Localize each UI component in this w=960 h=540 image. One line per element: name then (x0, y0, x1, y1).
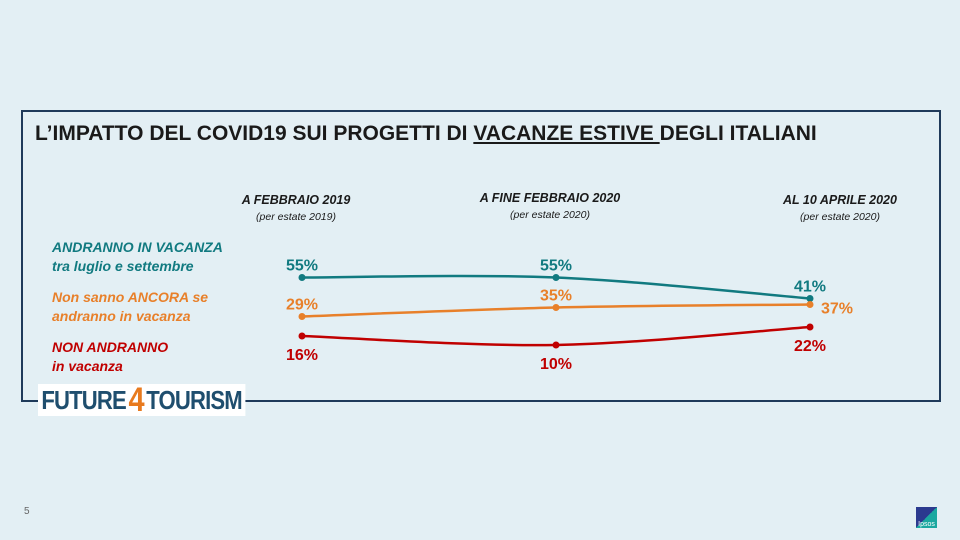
data-point (552, 274, 560, 281)
legend-undecided: Non sanno ANCORA se andranno in vacanza (52, 288, 208, 326)
page-title: L’IMPATTO DEL COVID19 SUI PROGETTI DI VA… (35, 122, 817, 146)
legend-line2: in vacanza (52, 358, 123, 374)
column-label: A FINE FEBBRAIO 2020 (479, 191, 621, 205)
column-label: A FEBBRAIO 2019 (241, 193, 351, 207)
column-label: AL 10 APRILE 2020 (783, 193, 897, 207)
title-part: DEGLI ITALIANI (659, 122, 817, 145)
column-header-1: A FINE FEBBRAIO 2020 (per estate 2020) (450, 191, 650, 221)
column-sublabel: (per estate 2019) (256, 211, 336, 223)
data-label: 41% (794, 279, 826, 296)
title-part: L’IMPATTO DEL COVID19 SUI PROGETTI DI (35, 122, 474, 145)
data-label: 37% (821, 301, 853, 318)
data-label: 10% (540, 356, 572, 373)
data-label: 29% (286, 297, 318, 314)
legend-going: ANDRANNO IN VACANZA tra luglio e settembr… (52, 238, 223, 276)
column-sublabel: (per estate 2020) (800, 211, 880, 223)
data-point (298, 332, 306, 340)
legend-line1: Non sanno ANCORA se (52, 289, 209, 305)
legend-line1: ANDRANNO IN VACANZA (52, 239, 223, 255)
future4tourism-logo: FUTURE 4 TOURISM (38, 381, 246, 419)
data-point (806, 295, 814, 302)
page-number: 5 (24, 506, 30, 517)
column-sublabel: (per estate 2020) (510, 209, 590, 221)
data-point (552, 341, 560, 349)
title-underlined: VACANZE ESTIVE (473, 122, 660, 145)
logo-text: TOURISM (146, 384, 242, 415)
legend-line1: NON ANDRANNO (52, 339, 169, 355)
chart-frame (21, 110, 941, 402)
data-label: 55% (540, 258, 572, 275)
legend-not-going: NON ANDRANNO in vacanza (52, 338, 168, 376)
column-header-2: AL 10 APRILE 2020 (per estate 2020) (740, 193, 940, 223)
data-point (298, 313, 306, 320)
data-point (298, 274, 306, 281)
column-header-0: A FEBBRAIO 2019 (per estate 2019) (196, 193, 396, 223)
legend-line2: tra luglio e settembre (52, 258, 194, 274)
logo-four: 4 (128, 380, 144, 419)
data-point (806, 301, 814, 308)
logo-text: FUTURE (41, 384, 126, 415)
ipsos-logo: Ipsos (916, 507, 937, 528)
data-label: 55% (286, 258, 318, 275)
data-label: 22% (794, 338, 826, 355)
data-point (552, 304, 560, 311)
data-label: 16% (286, 347, 318, 364)
data-point (806, 323, 814, 331)
legend-line2: andranno in vacanza (52, 308, 191, 324)
data-label: 35% (540, 288, 572, 305)
